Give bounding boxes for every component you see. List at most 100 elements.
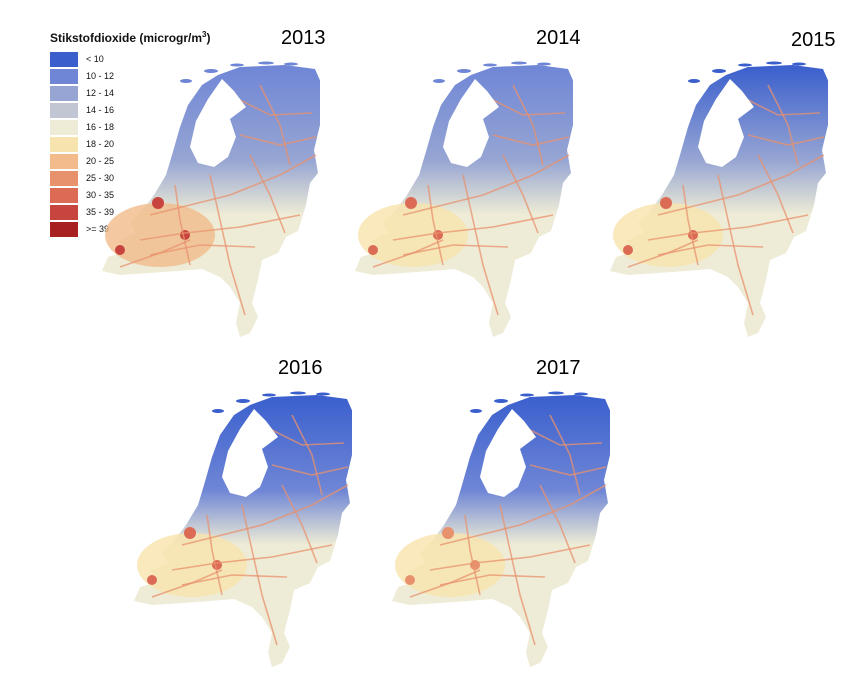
hotspot (688, 230, 698, 240)
wadden-island (712, 69, 726, 73)
road (229, 94, 313, 116)
legend-swatch (50, 51, 78, 67)
road (174, 184, 191, 266)
hotspot (184, 527, 196, 539)
map-2017 (370, 385, 610, 685)
legend-item: 18 - 20 (50, 136, 250, 152)
road (291, 414, 323, 496)
hotspot (212, 560, 222, 570)
hotspot (180, 230, 190, 240)
legend-label: 18 - 20 (86, 139, 115, 149)
wadden-island (180, 79, 192, 83)
year-label-2015: 2015 (791, 29, 836, 51)
year-label-2014: 2014 (536, 27, 581, 49)
legend-swatch (50, 221, 78, 237)
legend-label: < 10 (86, 54, 104, 64)
legend-classes: < 10 10 - 12 12 - 14 14 - 16 16 - 18 18 - 20 2… (50, 51, 250, 237)
road (682, 184, 699, 266)
legend-swatch (50, 170, 78, 186)
land-area (102, 65, 320, 337)
road (439, 484, 607, 546)
road (149, 154, 317, 216)
road (627, 239, 699, 268)
road (392, 214, 554, 241)
legend-item: 16 - 18 (50, 119, 250, 135)
land-area (134, 395, 352, 667)
wadden-island (483, 63, 497, 67)
road (482, 94, 566, 116)
road (259, 84, 291, 166)
ijsselmeer-water (443, 79, 499, 167)
hotspot (147, 575, 157, 585)
road (171, 544, 333, 571)
hotspot (660, 197, 672, 209)
legend-swatch (50, 136, 78, 152)
road (181, 574, 288, 586)
no2-map-2014 (355, 61, 573, 337)
road (119, 239, 191, 268)
road (402, 154, 570, 216)
road (249, 154, 286, 234)
ijsselmeer-water (222, 409, 278, 497)
year-label-2013: 2013 (281, 27, 326, 49)
road (767, 84, 799, 166)
road (439, 574, 546, 586)
road (239, 134, 317, 146)
hotspot (405, 197, 417, 209)
legend-label: 35 - 39 (86, 207, 115, 217)
map-2016 (112, 385, 352, 685)
ijsselmeer-water (190, 79, 246, 167)
road (271, 464, 349, 476)
road (502, 154, 539, 234)
legend-swatch (50, 85, 78, 101)
wadden-island (258, 61, 274, 65)
road (747, 134, 825, 146)
legend-item: >= 39 (50, 221, 250, 237)
road (402, 244, 509, 256)
road (427, 184, 444, 266)
road (209, 174, 246, 316)
wadden-island (688, 79, 700, 83)
land-area (610, 65, 828, 337)
road (261, 424, 345, 446)
wadden-island (537, 62, 551, 66)
ijsselmeer-water (698, 79, 754, 167)
road (429, 544, 591, 571)
legend-item: 20 - 25 (50, 153, 250, 169)
hotspot (115, 245, 125, 255)
legend-item: 35 - 39 (50, 204, 250, 220)
wadden-island (230, 63, 244, 67)
legend-label: 10 - 12 (86, 71, 115, 81)
wadden-island (574, 392, 588, 396)
land-area (355, 65, 573, 337)
legend-label: 12 - 14 (86, 88, 115, 98)
road (151, 569, 223, 598)
wadden-island (284, 62, 298, 66)
wadden-island (548, 391, 564, 395)
road (464, 514, 481, 596)
legend-label: 16 - 18 (86, 122, 115, 132)
legend-swatch (50, 153, 78, 169)
hotspot (152, 197, 164, 209)
wadden-island (236, 399, 250, 403)
road (647, 214, 809, 241)
no2-map-2015 (610, 61, 828, 337)
legend-swatch (50, 68, 78, 84)
road (139, 214, 301, 241)
legend: Stikstofdioxide (microgr/m3) < 10 10 - 12… (50, 30, 250, 237)
road (529, 464, 607, 476)
wadden-island (290, 391, 306, 395)
wadden-island (520, 393, 534, 397)
wadden-island (511, 61, 527, 65)
wadden-island (316, 392, 330, 396)
legend-title: Stikstofdioxide (microgr/m3) (50, 30, 211, 45)
legend-label: 14 - 16 (86, 105, 115, 115)
legend-swatch (50, 204, 78, 220)
hotspot (623, 245, 633, 255)
legend-swatch (50, 102, 78, 118)
wadden-island (212, 409, 224, 413)
map-2013 (80, 55, 320, 355)
legend-item: 30 - 35 (50, 187, 250, 203)
year-label-2016: 2016 (278, 357, 323, 379)
road (519, 424, 603, 446)
